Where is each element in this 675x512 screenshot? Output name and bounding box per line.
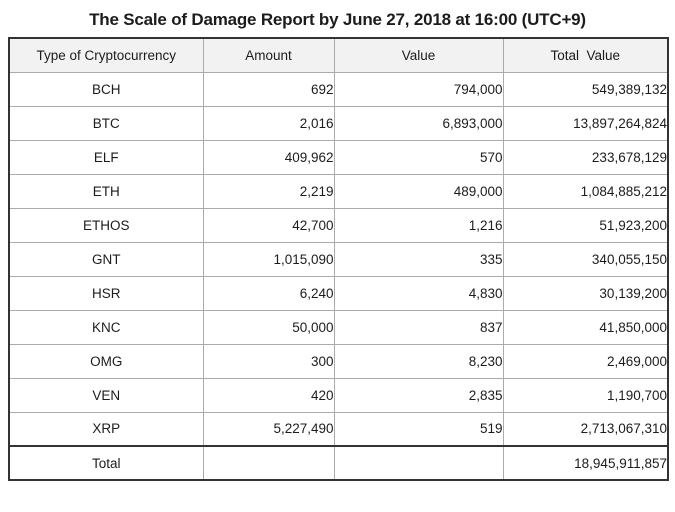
- table-body: BCH 692 794,000 549,389,132 BTC 2,016 6,893,00…: [8, 71, 669, 447]
- column-header-type: Type of Cryptocurrency: [8, 37, 204, 73]
- damage-report-table: Type of Cryptocurrency Amount Value Tota…: [8, 37, 669, 481]
- table-row: KNC 50,000 837 41,850,000: [8, 309, 669, 345]
- cell-type: KNC: [8, 309, 204, 345]
- cell-total-value: 51,923,200: [502, 207, 669, 243]
- cell-value: 489,000: [333, 173, 504, 209]
- cell-type: ELF: [8, 139, 204, 175]
- cell-total-value: 1,084,885,212: [502, 173, 669, 209]
- total-grand-total-cell: 18,945,911,857: [502, 445, 669, 481]
- table-row: ETHOS 42,700 1,216 51,923,200: [8, 207, 669, 243]
- total-row: Total 18,945,911,857: [8, 445, 669, 481]
- cell-value: 794,000: [333, 71, 504, 107]
- table-header: Type of Cryptocurrency Amount Value Tota…: [8, 37, 669, 73]
- total-amount-cell: [202, 445, 335, 481]
- cell-amount: 2,219: [202, 173, 335, 209]
- table-row: OMG 300 8,230 2,469,000: [8, 343, 669, 379]
- cell-amount: 2,016: [202, 105, 335, 141]
- cell-amount: 6,240: [202, 275, 335, 311]
- cell-total-value: 1,190,700: [502, 377, 669, 413]
- table-row: ELF 409,962 570 233,678,129: [8, 139, 669, 175]
- table-row: GNT 1,015,090 335 340,055,150: [8, 241, 669, 277]
- cell-value: 335: [333, 241, 504, 277]
- cell-type: ETHOS: [8, 207, 204, 243]
- cell-total-value: 2,713,067,310: [502, 411, 669, 447]
- cell-type: VEN: [8, 377, 204, 413]
- cell-value: 519: [333, 411, 504, 447]
- total-label: Total: [8, 445, 204, 481]
- cell-type: OMG: [8, 343, 204, 379]
- cell-total-value: 549,389,132: [502, 71, 669, 107]
- cell-total-value: 340,055,150: [502, 241, 669, 277]
- cell-amount: 1,015,090: [202, 241, 335, 277]
- table-row: BTC 2,016 6,893,000 13,897,264,824: [8, 105, 669, 141]
- cell-amount: 692: [202, 71, 335, 107]
- cell-value: 2,835: [333, 377, 504, 413]
- table-row: VEN 420 2,835 1,190,700: [8, 377, 669, 413]
- header-row: Type of Cryptocurrency Amount Value Tota…: [8, 37, 669, 73]
- table-row: XRP 5,227,490 519 2,713,067,310: [8, 411, 669, 447]
- cell-amount: 42,700: [202, 207, 335, 243]
- table-row: BCH 692 794,000 549,389,132: [8, 71, 669, 107]
- cell-amount: 5,227,490: [202, 411, 335, 447]
- cell-total-value: 13,897,264,824: [502, 105, 669, 141]
- table-row: ETH 2,219 489,000 1,084,885,212: [8, 173, 669, 209]
- cell-amount: 409,962: [202, 139, 335, 175]
- cell-value: 8,230: [333, 343, 504, 379]
- cell-type: HSR: [8, 275, 204, 311]
- cell-total-value: 2,469,000: [502, 343, 669, 379]
- cell-total-value: 233,678,129: [502, 139, 669, 175]
- cell-total-value: 41,850,000: [502, 309, 669, 345]
- page-title: The Scale of Damage Report by June 27, 2…: [89, 10, 586, 29]
- cell-amount: 300: [202, 343, 335, 379]
- column-header-amount: Amount: [202, 37, 335, 73]
- cell-total-value: 30,139,200: [502, 275, 669, 311]
- column-header-total-value: Total Value: [502, 37, 669, 73]
- cell-type: BCH: [8, 71, 204, 107]
- cell-value: 837: [333, 309, 504, 345]
- table-footer: Total 18,945,911,857: [8, 445, 669, 481]
- cell-amount: 420: [202, 377, 335, 413]
- cell-type: XRP: [8, 411, 204, 447]
- column-header-value: Value: [333, 37, 504, 73]
- cell-value: 1,216: [333, 207, 504, 243]
- cell-type: GNT: [8, 241, 204, 277]
- cell-type: ETH: [8, 173, 204, 209]
- cell-value: 6,893,000: [333, 105, 504, 141]
- cell-amount: 50,000: [202, 309, 335, 345]
- cell-type: BTC: [8, 105, 204, 141]
- cell-value: 570: [333, 139, 504, 175]
- table-row: HSR 6,240 4,830 30,139,200: [8, 275, 669, 311]
- total-value-cell: [333, 445, 504, 481]
- cell-value: 4,830: [333, 275, 504, 311]
